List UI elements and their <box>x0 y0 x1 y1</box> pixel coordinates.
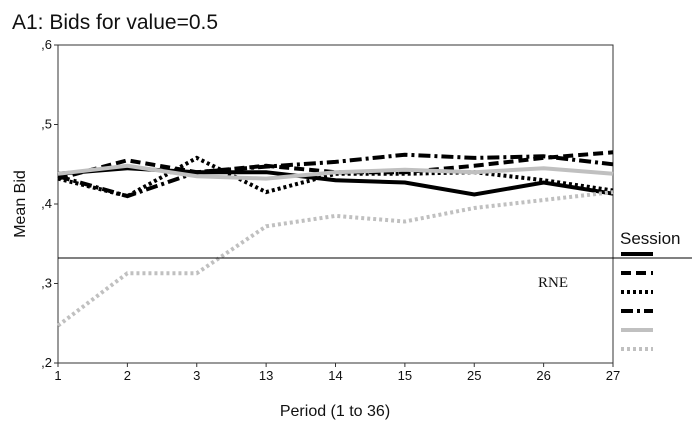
x-axis-label: Period (1 to 36) <box>280 403 390 420</box>
y-tick-label: ,3 <box>41 276 52 291</box>
y-tick-label: ,2 <box>41 355 52 370</box>
y-tick-label: ,5 <box>41 117 52 132</box>
x-tick-label: 26 <box>536 368 550 383</box>
x-axis: 1 2 3 13 14 15 25 26 27 <box>54 363 620 383</box>
plot-frame <box>57 44 614 364</box>
x-tick-label: 1 <box>54 368 61 383</box>
chart-title: A1: Bids for value=0.5 <box>12 11 218 34</box>
series-line <box>57 150 614 181</box>
x-tick-label: 25 <box>467 368 481 383</box>
series-line <box>57 155 614 199</box>
legend-title: Session <box>620 229 680 248</box>
series-line <box>56 190 614 328</box>
series-line <box>57 152 614 199</box>
y-axis-label: Mean Bid <box>12 170 29 238</box>
x-tick-label: 14 <box>328 368 342 383</box>
y-axis: ,2 ,3 ,4 ,5 ,6 <box>41 37 58 370</box>
x-tick-label: 13 <box>259 368 273 383</box>
x-tick-label: 2 <box>124 368 131 383</box>
x-tick-label: 15 <box>398 368 412 383</box>
x-tick-label: 3 <box>193 368 200 383</box>
series-line <box>57 163 614 181</box>
series-lines <box>56 150 614 328</box>
y-tick-label: ,4 <box>41 196 52 211</box>
x-tick-label: 27 <box>606 368 620 383</box>
rne-label: RNE <box>538 275 568 291</box>
y-tick-label: ,6 <box>41 37 52 52</box>
legend: Session <box>620 229 680 351</box>
